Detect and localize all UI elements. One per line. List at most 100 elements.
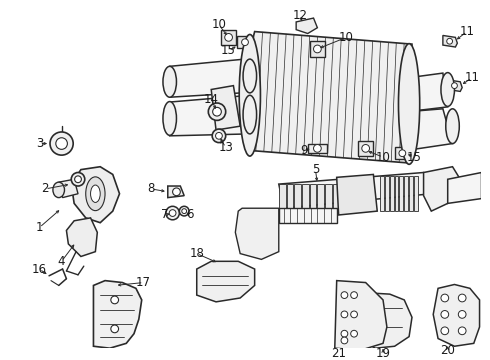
Ellipse shape bbox=[398, 44, 420, 164]
Circle shape bbox=[458, 311, 466, 318]
Circle shape bbox=[351, 311, 357, 318]
Polygon shape bbox=[296, 18, 318, 33]
Ellipse shape bbox=[213, 107, 221, 116]
Polygon shape bbox=[168, 186, 184, 198]
Text: 8: 8 bbox=[147, 183, 155, 195]
Text: 15: 15 bbox=[407, 150, 421, 163]
Circle shape bbox=[458, 327, 466, 335]
Text: 6: 6 bbox=[186, 208, 194, 221]
Circle shape bbox=[341, 330, 348, 337]
Text: 11: 11 bbox=[460, 25, 474, 38]
Polygon shape bbox=[414, 176, 418, 211]
Polygon shape bbox=[279, 208, 337, 223]
Polygon shape bbox=[170, 95, 250, 136]
Polygon shape bbox=[448, 172, 482, 203]
Polygon shape bbox=[358, 141, 373, 156]
Ellipse shape bbox=[163, 102, 176, 135]
Polygon shape bbox=[423, 167, 460, 211]
Text: 18: 18 bbox=[189, 247, 204, 260]
Circle shape bbox=[242, 39, 248, 46]
Circle shape bbox=[341, 311, 348, 318]
Circle shape bbox=[441, 294, 449, 302]
Circle shape bbox=[314, 45, 321, 53]
Polygon shape bbox=[335, 280, 387, 350]
Ellipse shape bbox=[182, 209, 187, 213]
Polygon shape bbox=[433, 284, 480, 346]
Polygon shape bbox=[325, 184, 332, 208]
Polygon shape bbox=[404, 176, 408, 211]
Circle shape bbox=[50, 132, 73, 155]
Polygon shape bbox=[211, 86, 240, 130]
Ellipse shape bbox=[208, 103, 226, 120]
Circle shape bbox=[111, 325, 119, 333]
Polygon shape bbox=[407, 109, 453, 150]
Circle shape bbox=[225, 33, 232, 41]
Circle shape bbox=[341, 292, 348, 298]
Text: 11: 11 bbox=[465, 71, 479, 84]
Polygon shape bbox=[279, 172, 431, 208]
Text: 5: 5 bbox=[312, 163, 319, 176]
Polygon shape bbox=[67, 218, 98, 256]
Circle shape bbox=[447, 38, 453, 44]
Polygon shape bbox=[197, 261, 255, 302]
Ellipse shape bbox=[243, 95, 257, 134]
Ellipse shape bbox=[179, 206, 189, 216]
Polygon shape bbox=[59, 179, 78, 198]
Circle shape bbox=[172, 188, 180, 196]
Ellipse shape bbox=[243, 59, 257, 93]
Polygon shape bbox=[294, 184, 301, 208]
Text: 1: 1 bbox=[36, 221, 43, 234]
Text: 2: 2 bbox=[42, 183, 49, 195]
Polygon shape bbox=[443, 35, 457, 47]
Ellipse shape bbox=[71, 172, 85, 186]
Polygon shape bbox=[235, 208, 279, 260]
Circle shape bbox=[441, 311, 449, 318]
Text: 17: 17 bbox=[136, 276, 151, 289]
Circle shape bbox=[452, 83, 457, 89]
Polygon shape bbox=[380, 176, 384, 211]
Polygon shape bbox=[279, 184, 286, 208]
Text: 10: 10 bbox=[376, 150, 391, 163]
Polygon shape bbox=[302, 184, 309, 208]
Ellipse shape bbox=[74, 176, 81, 183]
Ellipse shape bbox=[91, 185, 100, 202]
Text: 3: 3 bbox=[36, 137, 43, 150]
Polygon shape bbox=[94, 280, 142, 348]
Polygon shape bbox=[170, 59, 250, 97]
Text: 9: 9 bbox=[300, 144, 308, 157]
Text: 19: 19 bbox=[375, 347, 391, 360]
Text: 10: 10 bbox=[212, 18, 226, 31]
Text: 12: 12 bbox=[293, 9, 308, 22]
Polygon shape bbox=[287, 184, 293, 208]
Ellipse shape bbox=[441, 73, 454, 107]
Polygon shape bbox=[394, 147, 410, 159]
Polygon shape bbox=[310, 184, 317, 208]
Polygon shape bbox=[385, 176, 389, 211]
Circle shape bbox=[362, 144, 369, 152]
Polygon shape bbox=[221, 30, 236, 45]
Text: 14: 14 bbox=[204, 93, 219, 105]
Ellipse shape bbox=[86, 177, 105, 211]
Polygon shape bbox=[308, 144, 327, 153]
Ellipse shape bbox=[239, 35, 261, 156]
Circle shape bbox=[351, 330, 357, 337]
Polygon shape bbox=[407, 73, 448, 112]
Polygon shape bbox=[318, 184, 324, 208]
Circle shape bbox=[169, 210, 176, 216]
Text: 7: 7 bbox=[161, 208, 169, 221]
Polygon shape bbox=[310, 41, 325, 57]
Ellipse shape bbox=[446, 109, 459, 144]
Circle shape bbox=[441, 327, 449, 335]
Text: 21: 21 bbox=[331, 347, 346, 360]
Circle shape bbox=[351, 292, 357, 298]
Text: 16: 16 bbox=[32, 262, 47, 275]
Polygon shape bbox=[409, 176, 413, 211]
Polygon shape bbox=[71, 167, 120, 223]
Circle shape bbox=[166, 206, 179, 220]
Circle shape bbox=[314, 144, 321, 152]
Polygon shape bbox=[390, 176, 393, 211]
Polygon shape bbox=[337, 175, 377, 215]
Polygon shape bbox=[448, 80, 462, 91]
Text: 4: 4 bbox=[58, 255, 65, 268]
Ellipse shape bbox=[216, 132, 222, 139]
